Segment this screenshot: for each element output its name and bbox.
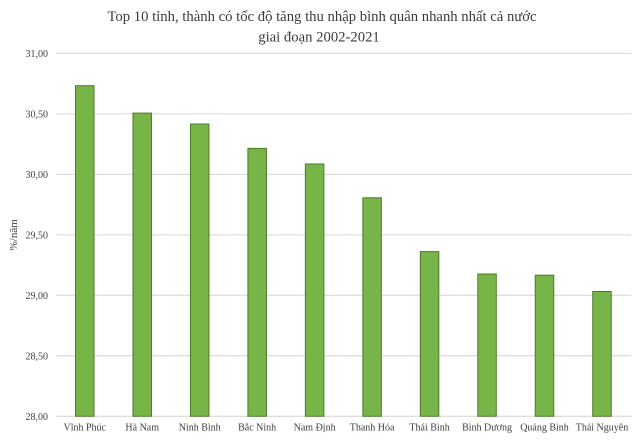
svg-text:31,00: 31,00 bbox=[26, 49, 49, 60]
svg-text:giai đoạn 2002-2021: giai đoạn 2002-2021 bbox=[258, 30, 380, 46]
svg-text:Top 10 tỉnh, thành có tốc độ t: Top 10 tỉnh, thành có tốc độ tăng thu nh… bbox=[107, 9, 537, 25]
svg-text:Bình Dương: Bình Dương bbox=[462, 423, 512, 434]
svg-text:Vĩnh Phúc: Vĩnh Phúc bbox=[64, 423, 107, 434]
svg-text:Bắc Ninh: Bắc Ninh bbox=[238, 423, 276, 434]
svg-text:Thái Bình: Thái Bình bbox=[409, 423, 449, 434]
svg-text:Hà Nam: Hà Nam bbox=[125, 423, 159, 434]
svg-text:%/năm: %/năm bbox=[8, 219, 20, 251]
svg-text:Thái Nguyên: Thái Nguyên bbox=[576, 423, 629, 434]
svg-text:30,50: 30,50 bbox=[26, 109, 49, 120]
svg-text:29,00: 29,00 bbox=[26, 291, 49, 302]
svg-text:30,00: 30,00 bbox=[26, 170, 49, 181]
svg-text:Thanh Hóa: Thanh Hóa bbox=[350, 423, 395, 434]
svg-text:Quảng Bình: Quảng Bình bbox=[520, 423, 569, 434]
svg-text:28,00: 28,00 bbox=[26, 412, 49, 423]
svg-text:29,50: 29,50 bbox=[26, 230, 49, 241]
svg-text:Ninh Bình: Ninh Bình bbox=[179, 423, 221, 434]
svg-text:Nam Định: Nam Định bbox=[294, 423, 336, 434]
svg-text:28,50: 28,50 bbox=[26, 351, 49, 362]
